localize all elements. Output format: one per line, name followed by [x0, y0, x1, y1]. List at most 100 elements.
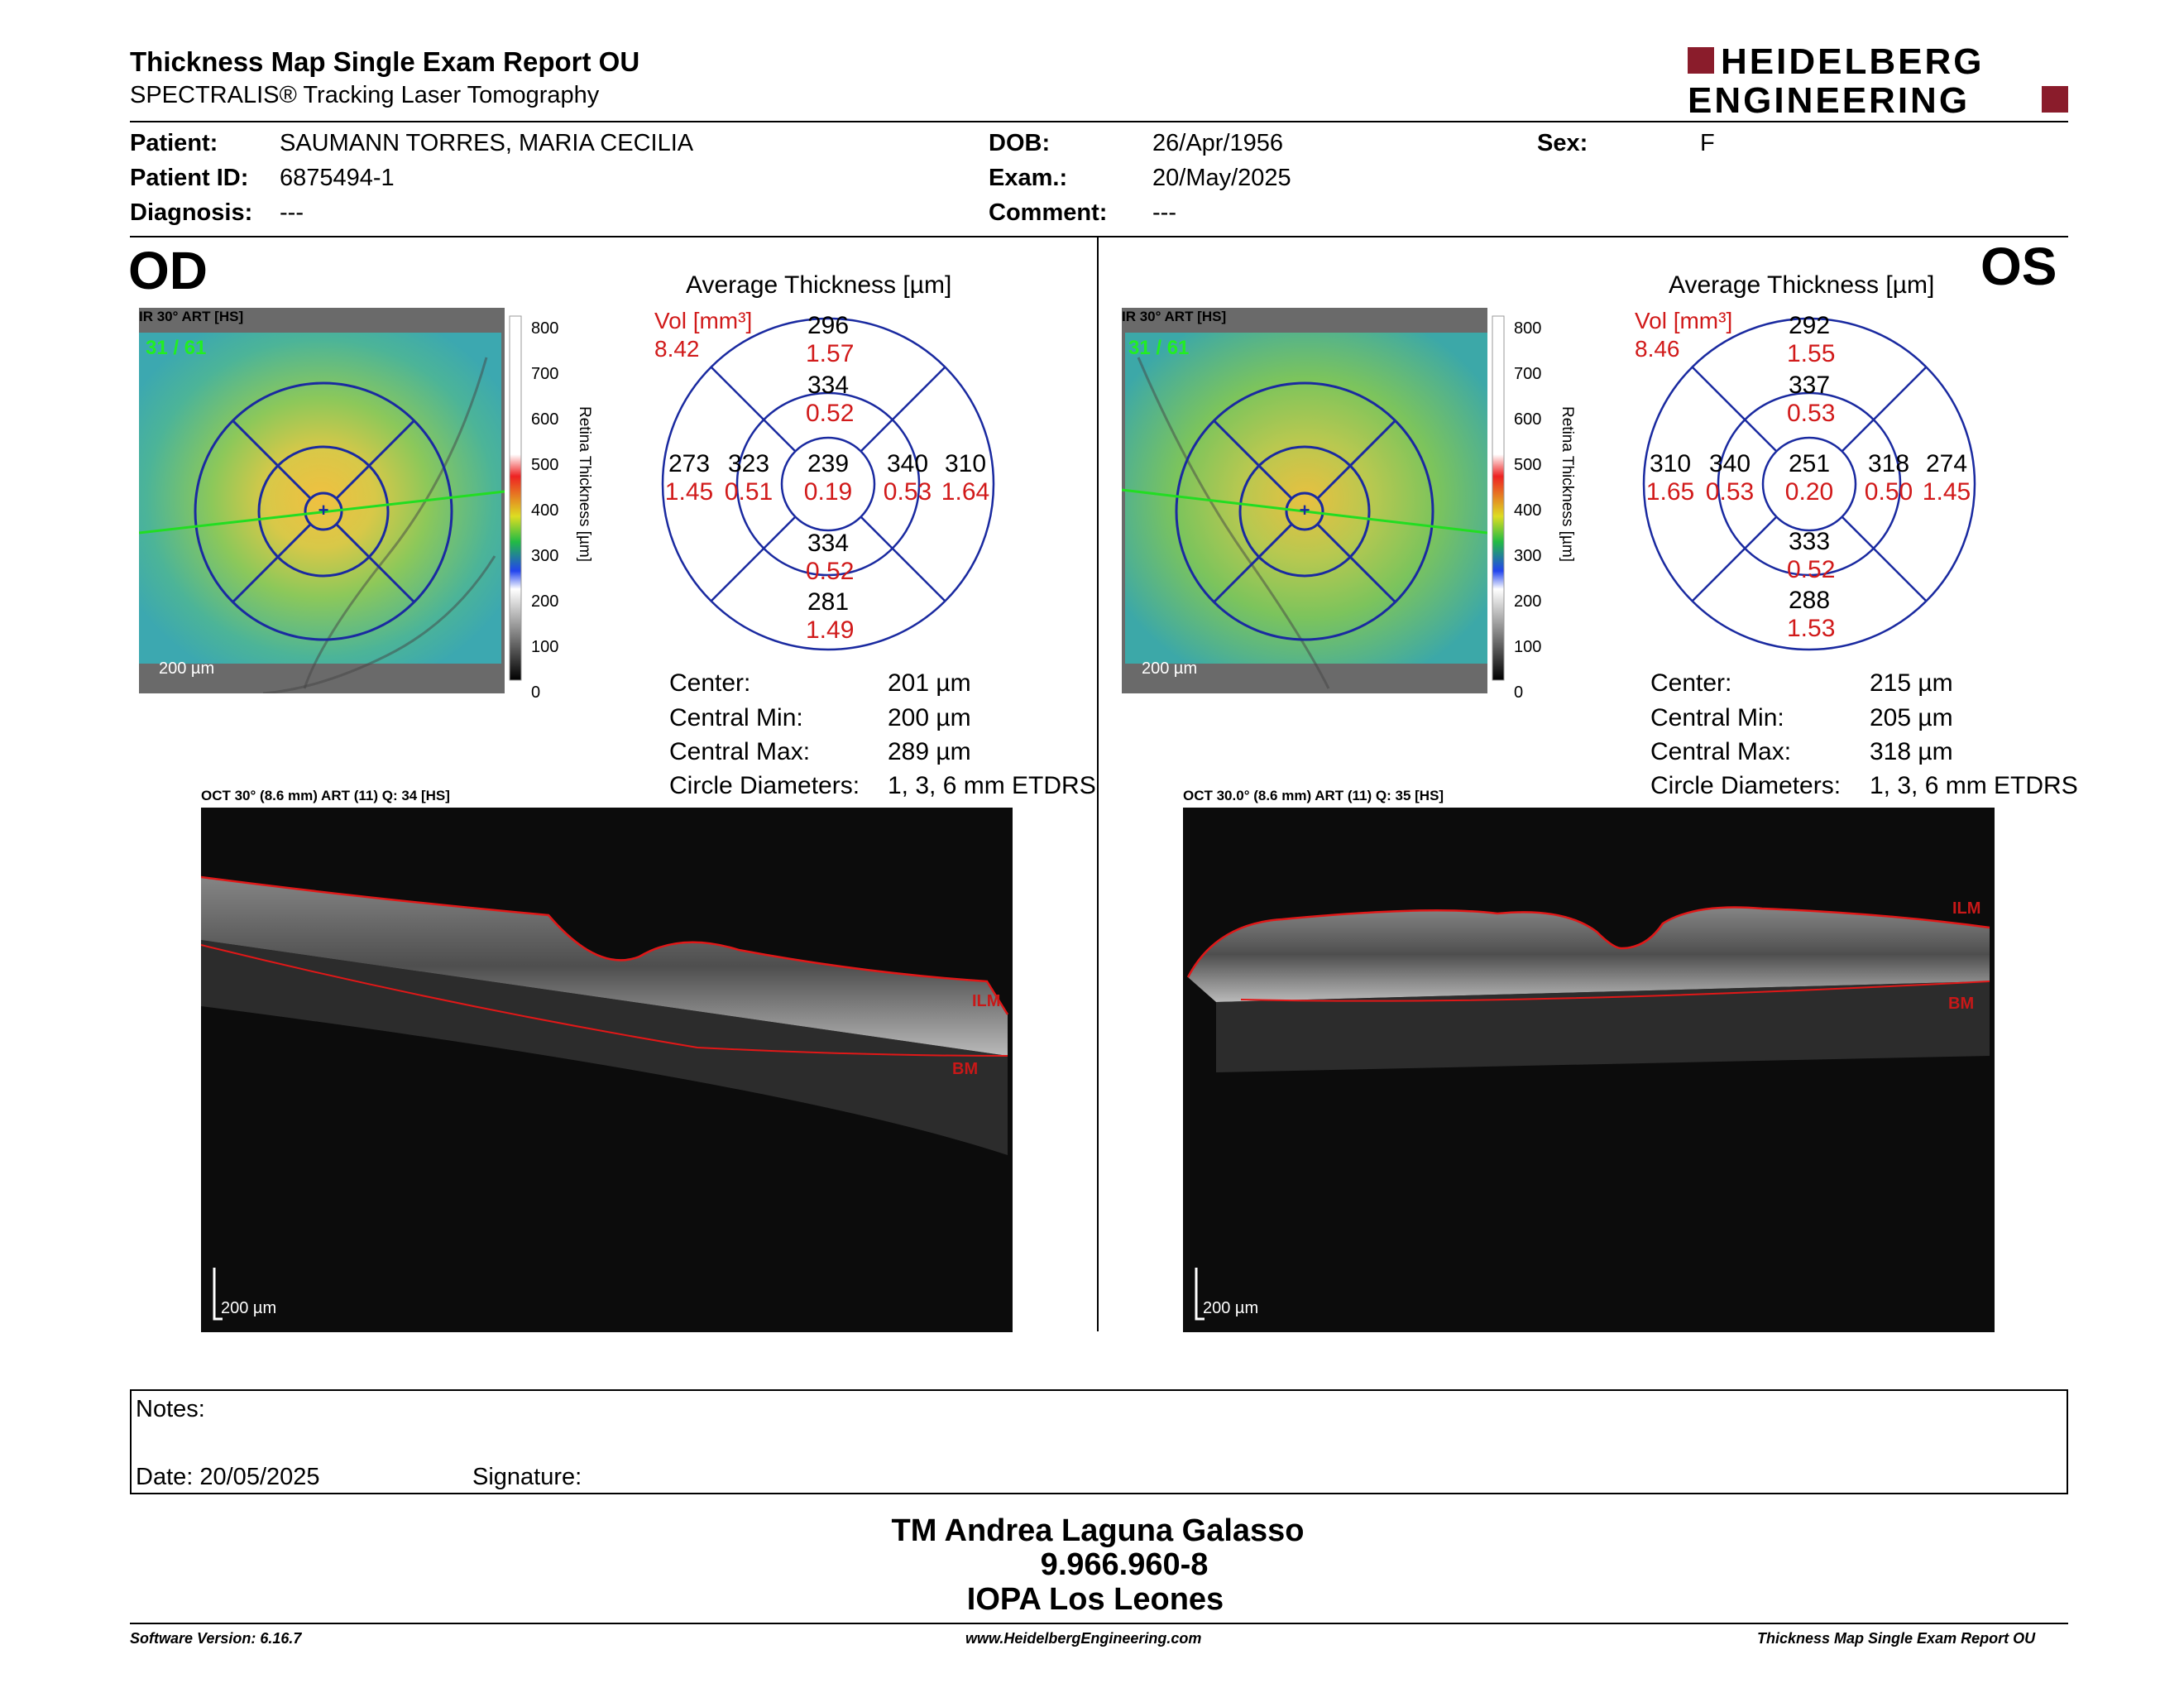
patient-label: Patient: — [130, 130, 218, 156]
exam-label: Exam.: — [989, 165, 1068, 191]
patient-id-label: Patient ID: — [130, 165, 249, 191]
sex-value: F — [1700, 130, 1715, 156]
signer-org: IOPA Los Leones — [966, 1582, 1224, 1617]
os-min-label: Central Min: — [1650, 704, 1784, 731]
logo-line2: ENGINEERING — [1688, 80, 1970, 117]
os-vol-label: Vol [mm³] — [1635, 308, 1733, 333]
svg-text:+: + — [318, 500, 329, 520]
od-diam-value: 1, 3, 6 mm ETDRS — [888, 772, 1096, 799]
os-outer-left: 310 1.65 — [1645, 450, 1695, 506]
os-colorbar-ticks: 800 700 600 500 400 300 200 100 0 — [1514, 319, 1542, 702]
logo-line1: HEIDELBERG — [1721, 43, 1984, 82]
os-avg-title: Average Thickness [µm] — [1669, 271, 1935, 299]
od-center-value: 201 µm — [888, 669, 971, 697]
diagnosis-value: --- — [280, 199, 304, 226]
os-inner-inf: 333 0.52 — [1787, 528, 1836, 583]
od-colorbar-ticks: 800 700 600 500 400 300 200 100 0 — [531, 319, 559, 702]
website-link[interactable]: www.HeidelbergEngineering.com — [965, 1630, 1202, 1647]
os-oct-label: OCT 30.0° (8.6 mm) ART (11) Q: 35 [HS] — [1183, 788, 1444, 803]
os-inner-sup: 337 0.53 — [1787, 372, 1836, 427]
od-ilm-label: ILM — [972, 992, 1000, 1010]
patient-id: 6875494-1 — [280, 165, 395, 191]
od-vol-value: 8.42 — [654, 336, 700, 362]
od-inner-right: 340 0.53 — [883, 450, 932, 506]
os-etdrs-grid — [1640, 314, 1979, 654]
os-inner-left: 340 0.53 — [1705, 450, 1755, 506]
dob-label: DOB: — [989, 130, 1051, 156]
od-outer-sup: 296 1.57 — [806, 312, 855, 367]
od-inner-sup: 334 0.52 — [806, 372, 855, 427]
eye-divider — [1097, 237, 1099, 1331]
footer-divider — [130, 1623, 2068, 1624]
os-frame-counter: 31 / 61 — [1128, 337, 1189, 359]
notes-box[interactable] — [130, 1389, 2068, 1494]
os-inner-right: 318 0.50 — [1864, 450, 1913, 506]
signer-name: TM Andrea Laguna Galasso — [891, 1513, 1305, 1548]
os-min-value: 205 µm — [1870, 704, 1953, 731]
signature-label: Signature: — [472, 1464, 582, 1490]
signer-id: 9.966.960-8 — [1040, 1547, 1209, 1582]
notes-label: Notes: — [136, 1396, 205, 1422]
os-ilm-label: ILM — [1952, 899, 1980, 918]
os-eye-label: OS — [1980, 237, 2057, 296]
os-bm-label: BM — [1948, 995, 1974, 1013]
od-min-value: 200 µm — [888, 704, 971, 731]
od-map-scale: 200 µm — [159, 659, 214, 678]
od-vol-label: Vol [mm³] — [654, 308, 753, 333]
os-colorbar-title: Retina Thickness [µm] — [1559, 406, 1576, 562]
od-bm-label: BM — [952, 1060, 978, 1078]
patient-name: SAUMANN TORRES, MARIA CECILIA — [280, 130, 694, 156]
os-ir-label: IR 30° ART [HS] — [1122, 309, 1227, 324]
od-max-label: Central Max: — [669, 738, 811, 765]
exam-value: 20/May/2025 — [1152, 165, 1291, 191]
od-frame-counter: 31 / 61 — [146, 337, 206, 359]
os-thickness-map: + 31 / 61 200 µm — [1121, 308, 1488, 693]
od-colorbar — [506, 311, 597, 700]
os-outer-inf: 288 1.53 — [1787, 587, 1836, 642]
od-center: 239 0.19 — [803, 450, 853, 506]
od-eye-label: OD — [128, 241, 208, 300]
dob-value: 26/Apr/1956 — [1152, 130, 1284, 156]
od-oct-scale: 200 µm — [221, 1299, 276, 1317]
os-center: 251 0.20 — [1784, 450, 1834, 506]
os-max-value: 318 µm — [1870, 738, 1953, 765]
svg-text:+: + — [1300, 500, 1310, 520]
od-etdrs-grid — [659, 314, 998, 654]
od-max-value: 289 µm — [888, 738, 971, 765]
od-min-label: Central Min: — [669, 704, 803, 731]
sex-label: Sex: — [1537, 130, 1588, 156]
os-outer-sup: 292 1.55 — [1787, 312, 1836, 367]
od-thickness-map: + 31 / 61 200 µm — [138, 308, 505, 695]
os-max-label: Central Max: — [1650, 738, 1792, 765]
od-diam-label: Circle Diameters: — [669, 772, 860, 799]
od-colorbar-title: Retina Thickness [µm] — [576, 406, 593, 562]
patient-divider — [130, 236, 2068, 237]
software-version: Software Version: 6.16.7 — [130, 1630, 302, 1647]
header-divider — [130, 121, 2068, 122]
os-colorbar — [1489, 311, 1580, 700]
os-center-value: 215 µm — [1870, 669, 1953, 697]
od-ir-label: IR 30° ART [HS] — [139, 309, 244, 324]
diagnosis-label: Diagnosis: — [130, 199, 253, 226]
heidelberg-logo: HEIDELBERG ENGINEERING — [1688, 41, 2068, 121]
od-outer-inf: 281 1.49 — [806, 588, 855, 644]
report-subtitle: SPECTRALIS® Tracking Laser Tomography — [130, 82, 600, 108]
report-title: Thickness Map Single Exam Report OU — [130, 46, 640, 77]
os-map-scale: 200 µm — [1142, 659, 1197, 678]
comment-label: Comment: — [989, 199, 1108, 226]
os-vol-value: 8.46 — [1635, 336, 1680, 362]
report-footer-title: Thickness Map Single Exam Report OU — [1757, 1630, 2036, 1647]
od-inner-left: 323 0.51 — [724, 450, 774, 506]
od-outer-right: 310 1.64 — [941, 450, 990, 506]
os-oct-scan: ILM BM 200 µm — [1183, 808, 1995, 1332]
os-diam-value: 1, 3, 6 mm ETDRS — [1870, 772, 2078, 799]
date-label: Date: 20/05/2025 — [136, 1464, 320, 1490]
os-oct-scale: 200 µm — [1203, 1299, 1258, 1317]
os-diam-label: Circle Diameters: — [1650, 772, 1842, 799]
od-oct-label: OCT 30° (8.6 mm) ART (11) Q: 34 [HS] — [201, 788, 450, 803]
od-outer-left: 273 1.45 — [664, 450, 714, 506]
comment-value: --- — [1152, 199, 1176, 226]
od-center-label: Center: — [669, 669, 751, 697]
os-outer-right: 274 1.45 — [1922, 450, 1971, 506]
od-oct-scan: ILM BM 200 µm — [200, 808, 1013, 1332]
